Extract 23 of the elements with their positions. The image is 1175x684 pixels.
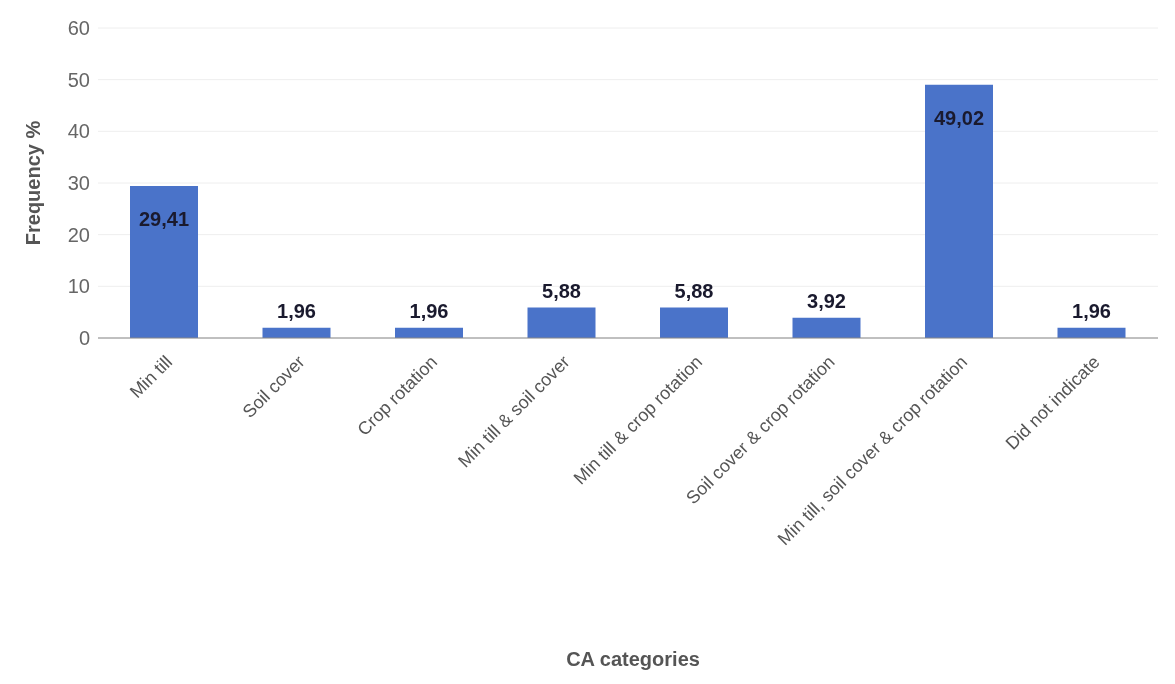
- data-label: 5,88: [542, 279, 581, 302]
- data-label: 29,41: [138, 208, 190, 231]
- y-tick-label: 60: [67, 17, 90, 40]
- y-tick-label: 50: [67, 68, 90, 91]
- y-tick-label: 0: [78, 327, 90, 350]
- bar: [660, 307, 728, 338]
- bar: [527, 307, 596, 338]
- data-label: 3,92: [807, 289, 846, 312]
- x-tick-label: Min till: [125, 351, 177, 402]
- y-tick-label: 30: [67, 172, 90, 195]
- y-axis-title: Frequency %: [22, 120, 45, 246]
- y-tick-label: 20: [67, 223, 90, 246]
- data-label: 1,96: [277, 299, 316, 322]
- bar: [925, 84, 993, 338]
- data-label: 49,02: [933, 106, 985, 129]
- data-label: 1,96: [409, 299, 449, 322]
- bar: [792, 317, 861, 338]
- y-tick-label: 10: [67, 275, 90, 298]
- y-tick-label: 40: [67, 120, 90, 143]
- data-label: 5,88: [674, 279, 714, 302]
- data-label: 1,96: [1072, 299, 1111, 322]
- bar: [130, 186, 198, 338]
- x-axis-title: CA categories: [565, 648, 701, 671]
